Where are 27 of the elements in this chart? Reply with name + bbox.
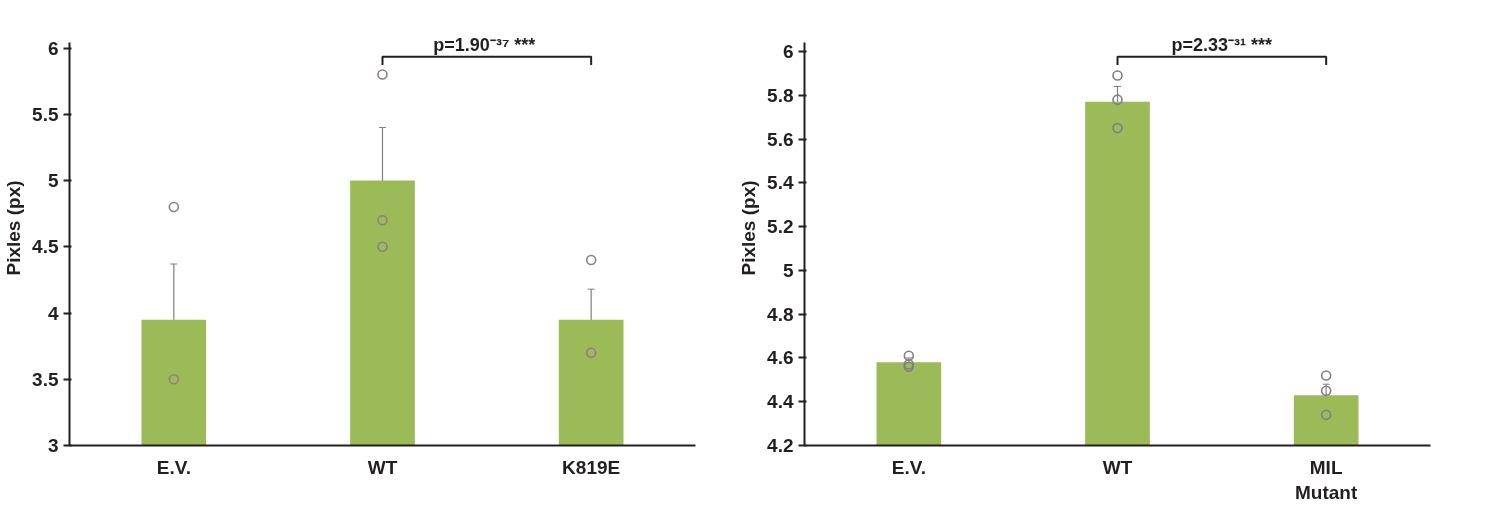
annotation: p=1.90⁻³⁷ ***: [433, 34, 536, 55]
x-tick-label: MIL Mutant: [1295, 456, 1358, 503]
y-axis-title: Pixles (px): [3, 180, 25, 276]
y-tick-label: 4.5: [32, 236, 59, 258]
y-tick-label: 5.2: [767, 216, 794, 238]
y-tick-label: 4.2: [767, 435, 794, 456]
y-tick-label: 4.6: [767, 347, 794, 369]
y-axis-title: Pixles (px): [738, 180, 760, 276]
y-tick-label: 6: [47, 37, 59, 59]
y-tick-label: 5.6: [767, 128, 794, 150]
y-tick-label: 5.8: [767, 84, 794, 106]
x-tick-label: E.V.: [891, 456, 926, 478]
y-tick-label: 5.5: [32, 103, 59, 125]
x-tick-label: WT: [1102, 456, 1133, 478]
y-tick-label: 3.5: [32, 368, 59, 390]
y-tick-label: 5: [47, 170, 59, 192]
y-tick-label: 3: [47, 435, 59, 456]
annotation: p=2.33⁻³¹ ***: [1171, 34, 1273, 55]
x-tick-label: K819E: [562, 456, 621, 478]
y-tick-label: 5.4: [767, 172, 794, 194]
y-tick-label: 5: [782, 259, 794, 281]
y-tick-label: 4.8: [767, 303, 794, 325]
y-tick-label: 6: [782, 40, 794, 62]
x-tick-label: WT: [367, 456, 398, 478]
y-tick-label: 4: [47, 302, 59, 324]
y-tick-label: 4.4: [767, 391, 794, 413]
x-tick-label: E.V.: [156, 456, 191, 478]
